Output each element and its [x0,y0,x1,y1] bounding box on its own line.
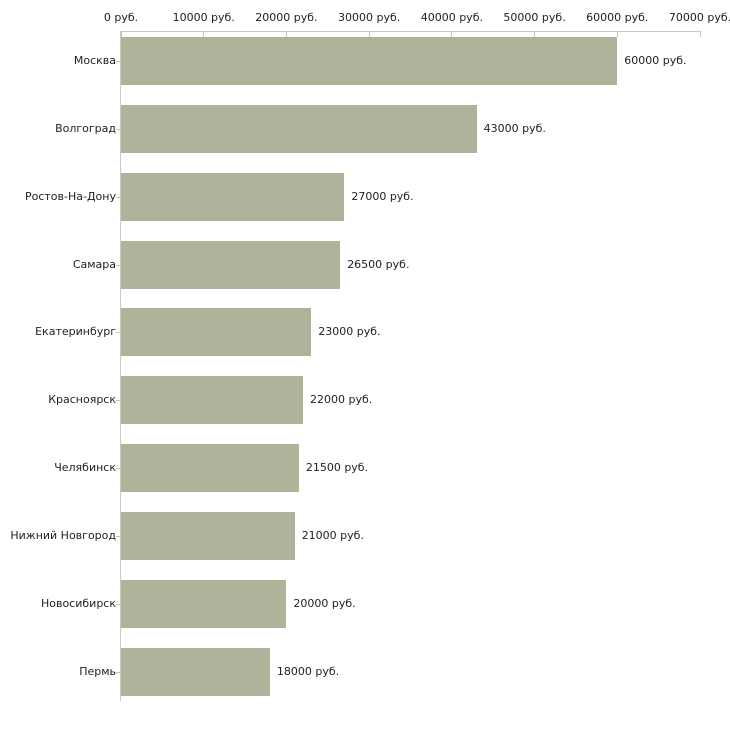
bar-9[interactable] [121,579,287,628]
value-label: 27000 руб. [351,189,414,203]
bar-2[interactable] [121,104,477,153]
category-tick [116,332,121,333]
value-label: 21000 руб. [301,528,364,542]
category-label: Новосибирск [40,596,116,610]
category-tick [116,604,121,605]
x-axis-tick [616,32,618,37]
value-label: 43000 руб. [483,121,546,135]
category-label: Красноярск [48,393,116,407]
x-axis-tick-label: 40000 руб. [420,11,483,24]
y-axis-line [120,31,121,701]
bar-7[interactable] [121,444,299,493]
value-label: 60000 руб. [624,54,687,67]
x-axis-tick [203,32,205,37]
x-axis-tick-label: 60000 руб. [586,11,649,24]
x-axis-tick [451,32,453,37]
category-label: Нижний Новгород [10,528,116,542]
x-axis-tick-label: 10000 руб. [172,11,235,24]
category-label: Москва [73,54,116,67]
category-tick [116,672,121,673]
value-label: 21500 руб. [305,461,369,475]
x-axis-line [120,31,701,32]
category-tick [116,197,121,198]
category-label: Челябинск [54,461,116,475]
x-axis-tick-label: 50000 руб. [503,11,566,24]
x-axis-tick-label: 30000 руб. [338,11,401,24]
bar-3[interactable] [121,172,345,221]
value-label: 23000 руб. [318,325,381,339]
x-axis-tick [368,32,370,37]
x-axis-tick-label: 20000 руб. [255,11,318,24]
category-tick [116,61,121,62]
category-tick [116,400,121,401]
x-axis-tick [534,32,536,37]
bar-4[interactable] [121,240,341,289]
bar-1[interactable] [121,37,618,85]
bar-8[interactable] [121,511,295,560]
category-tick [116,129,121,130]
bar-10[interactable] [121,647,270,696]
value-label: 22000 руб. [309,393,373,407]
category-tick [116,265,121,266]
category-label: Самара [72,257,116,271]
category-label: Пермь [79,664,116,678]
bar-5[interactable] [121,308,312,357]
value-label: 18000 руб. [276,664,340,678]
category-label: Екатеринбург [35,325,116,339]
category-label: Волгоград [55,121,116,135]
x-axis-tick-label: 0 руб. [103,11,139,24]
category-tick [116,468,121,469]
category-tick [116,536,121,537]
bar-6[interactable] [121,376,303,425]
x-axis-tick [285,32,287,37]
x-axis-tick [699,32,701,37]
value-label: 20000 руб. [293,596,356,610]
value-label: 26500 руб. [347,257,410,271]
category-label: Ростов-На-Дону [24,189,116,203]
x-axis-tick [120,32,122,37]
x-axis-tick-label: 70000 руб. [668,11,730,24]
